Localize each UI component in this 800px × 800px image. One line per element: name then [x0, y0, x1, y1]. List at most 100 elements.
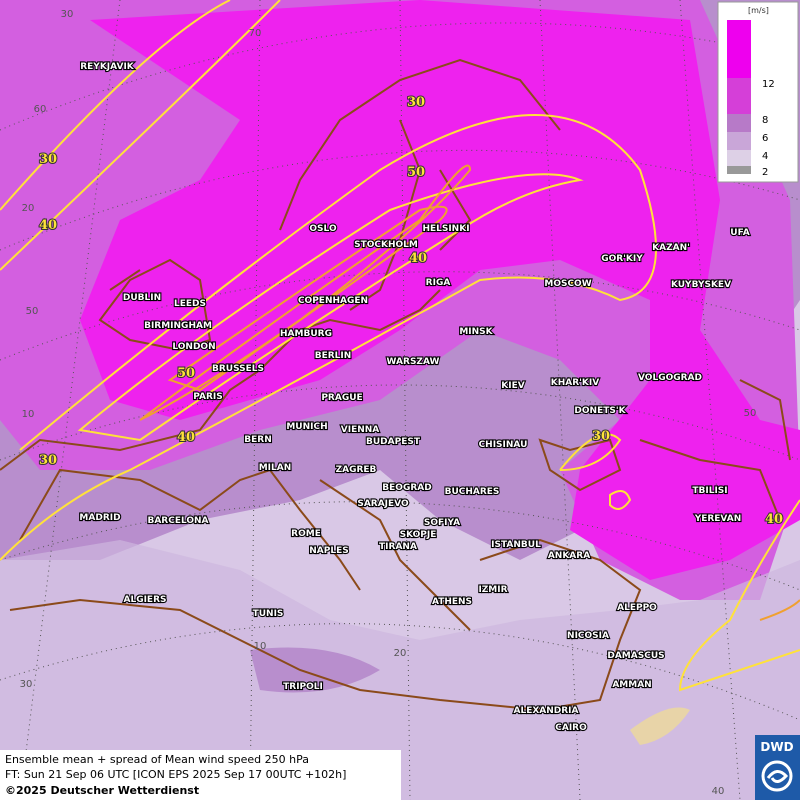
legend-swatch [727, 150, 751, 166]
city-label: IZMIR [478, 585, 507, 595]
grid-label: 40 [712, 786, 725, 797]
city-label: VOLGOGRAD [638, 373, 702, 383]
logo-icon [761, 760, 793, 792]
city-label: BERLIN [315, 351, 352, 361]
contour-label: 30 [39, 453, 57, 468]
city-label: COPENHAGEN [298, 296, 368, 306]
legend-label: 8 [762, 115, 768, 126]
contour-label: 50 [177, 366, 195, 381]
legend-label: 6 [762, 133, 768, 144]
city-label: ISTANBUL [491, 540, 541, 550]
contour-labels: 30 50 40 30 40 50 40 30 30 40 [38, 94, 784, 528]
city-label: RIGA [426, 278, 451, 288]
city-label: STOCKHOLM [354, 240, 418, 250]
footer-box [0, 750, 401, 800]
city-label: MINSK [459, 327, 493, 337]
city-label: HELSINKI [422, 224, 469, 234]
contours [0, 0, 800, 692]
city-label: CHISINAU [479, 440, 528, 450]
city-label: BUDAPEST [366, 437, 421, 447]
contour-label: 40 [409, 251, 427, 266]
city-label: PRAGUE [321, 393, 362, 403]
city-label: KAZAN' [652, 243, 690, 253]
legend: [m/s] 12 8 6 4 2 [717, 1, 799, 183]
city-label: REYKJAVIK [80, 62, 135, 72]
grid-label: 30 [20, 679, 33, 690]
city-label: YEREVAN [694, 514, 742, 524]
city-label: AMMAN [612, 680, 651, 690]
city-label: TBILISI [692, 486, 727, 496]
city-label: TIRANA [379, 542, 417, 552]
contour-label: 30 [407, 95, 425, 110]
contour-label: 40 [39, 218, 57, 233]
city-label: DAMASCUS [607, 651, 664, 661]
logo-text: DWD [760, 740, 793, 754]
city-label: NICOSIA [567, 631, 609, 641]
city-label: ATHENS [432, 597, 472, 607]
legend-unit: [m/s] [748, 6, 769, 15]
city-labels: REYKJAVIK OSLO STOCKHOLM HELSINKI DUBLIN LEED… [78, 61, 751, 734]
contour-label: 40 [765, 512, 783, 527]
grid-label: 50 [26, 306, 39, 317]
legend-swatch [727, 114, 751, 132]
city-label: DONETS'K [574, 406, 626, 416]
city-label: BERN [244, 435, 271, 445]
legend-label: 12 [762, 79, 775, 90]
legend-swatch [727, 20, 751, 78]
logo: DWD [755, 735, 800, 800]
city-label: UFA [730, 228, 749, 238]
spread-field [0, 540, 800, 800]
city-label: WARSZAW [387, 357, 440, 367]
city-label: KIEV [501, 381, 524, 391]
city-label: ALEPPO [617, 603, 657, 613]
grid-label: 60 [34, 104, 47, 115]
city-label: KUYBYSKEV [671, 280, 731, 290]
city-label: SKOPJE [400, 530, 437, 540]
city-label: NAPLES [309, 546, 348, 556]
grid-label: 50 [744, 408, 757, 419]
city-label: ALGIERS [124, 595, 167, 605]
city-label: HAMBURG [280, 329, 332, 339]
footer-line: Ensemble mean + spread of Mean wind spee… [5, 753, 309, 766]
city-label: ANKARA [548, 551, 590, 561]
city-label: MILAN [259, 463, 292, 473]
grid-label: 30 [61, 9, 74, 20]
city-label: CAIRO [555, 723, 587, 733]
grid-label: 70 [249, 28, 262, 39]
city-label: TRIPOLI [283, 682, 323, 692]
legend-swatch [727, 132, 751, 150]
contour-label: 30 [39, 152, 57, 167]
legend-label: 4 [762, 151, 768, 162]
city-label: KHAR'KIV [551, 378, 599, 388]
city-label: BRUSSELS [212, 364, 264, 374]
logo-icon [766, 770, 789, 783]
city-label: VIENNA [341, 425, 380, 435]
city-label: BEOGRAD [382, 483, 431, 493]
city-label: SARAJEVO [357, 499, 409, 509]
spread-field [630, 707, 690, 745]
city-label: DUBLIN [123, 293, 161, 303]
legend-swatch [727, 166, 751, 174]
city-label: BUCHARES [445, 487, 500, 497]
city-label: MADRID [79, 513, 120, 523]
city-label: SOFIYA [424, 518, 460, 528]
city-label: MOSCOW [544, 279, 591, 289]
city-label: GOR'KIY [601, 254, 643, 264]
city-label: ROME [291, 529, 321, 539]
city-label: BARCELONA [147, 516, 208, 526]
contour-label: 40 [177, 430, 195, 445]
spread-field [250, 647, 380, 693]
footer-line: ©2025 Deutscher Wetterdienst [5, 784, 199, 797]
city-label: ZAGREB [336, 465, 377, 475]
grid-label: 20 [394, 648, 407, 659]
coastlines [0, 58, 791, 712]
legend-label: 2 [762, 167, 768, 178]
footer-line: FT: Sun 21 Sep 06 UTC [ICON EPS 2025 Sep… [5, 768, 346, 781]
grid-label: 20 [22, 203, 35, 214]
city-label: PARIS [193, 392, 223, 402]
grid-labels: 30 70 60 20 50 10 50 10 20 30 40 [20, 9, 757, 797]
city-label: LEEDS [174, 299, 206, 309]
city-label: LONDON [172, 342, 215, 352]
grid-label: 10 [254, 641, 267, 652]
